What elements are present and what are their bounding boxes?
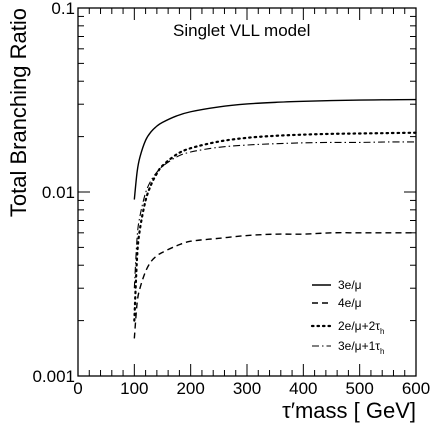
x-tick-label: 300 <box>233 379 261 398</box>
legend-label-main: 4e/μ <box>338 296 362 310</box>
chart-title: Singlet VLL model <box>173 21 310 40</box>
ticks: 0 100 200 300 400 500 600 0.1 0.01 0.001 <box>32 0 430 398</box>
legend-label-main: 2e/μ+2τ <box>338 319 380 333</box>
series-line-2 <box>133 232 416 339</box>
y-tick-label: 0.001 <box>32 367 75 386</box>
x-tick-label: 400 <box>289 379 317 398</box>
legend-label-1: 3e/μ <box>338 278 362 292</box>
legend-label-main: 3e/μ+1τ <box>338 339 380 353</box>
legend-label-3: 2e/μ+2τh <box>338 319 384 336</box>
y-tick-label: 0.1 <box>51 0 75 18</box>
y-tick-label: 0.01 <box>42 183 75 202</box>
x-tick-label: 500 <box>345 379 373 398</box>
x-axis-label: τ′mass [ GeV] <box>282 398 416 423</box>
x-tick-label: 200 <box>176 379 204 398</box>
series-line-4 <box>133 141 417 289</box>
legend-label-subscript: h <box>380 347 384 356</box>
series-lines <box>133 98 418 339</box>
series-line-1 <box>133 98 417 200</box>
series-line-3 <box>133 131 418 322</box>
x-tick-label: 100 <box>120 379 148 398</box>
legend-label-main: 3e/μ <box>338 278 362 292</box>
x-tick-label: 0 <box>73 379 82 398</box>
legend-label-subscript: h <box>380 327 384 336</box>
y-axis-label: Total Branching Ratio <box>6 8 31 217</box>
legend-label-4: 3e/μ+1τh <box>338 339 384 356</box>
x-tick-label: 600 <box>402 379 430 398</box>
legend-label-2: 4e/μ <box>338 296 362 310</box>
